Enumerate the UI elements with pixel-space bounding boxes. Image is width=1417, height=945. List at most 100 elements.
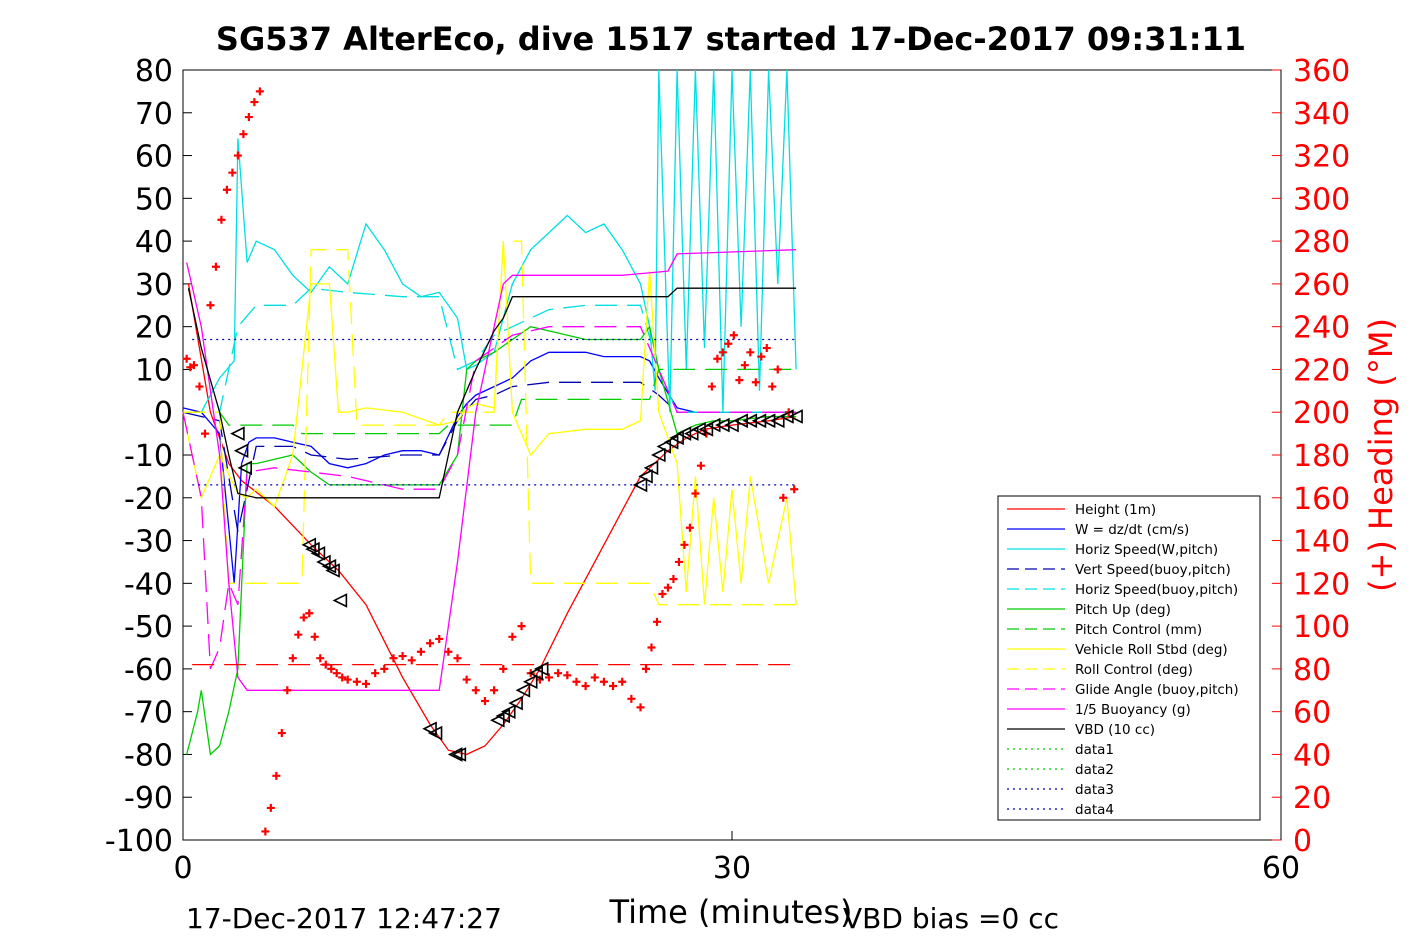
y2-tick-label: 320 bbox=[1293, 140, 1350, 175]
heading-point bbox=[299, 613, 308, 622]
x-tick-label: 30 bbox=[713, 851, 751, 886]
marker-point bbox=[515, 682, 531, 698]
heading-point bbox=[652, 617, 661, 626]
marker-point bbox=[427, 725, 443, 741]
marker-point bbox=[316, 554, 331, 570]
y-tick-label: 70 bbox=[135, 97, 173, 132]
heading-point bbox=[244, 113, 253, 122]
y-tick-label: 40 bbox=[135, 225, 173, 260]
heading-point bbox=[599, 677, 608, 686]
y2-tick-label: 240 bbox=[1293, 311, 1350, 346]
heading-point bbox=[713, 354, 722, 363]
heading-point bbox=[266, 803, 275, 812]
heading-point bbox=[426, 639, 435, 648]
legend-label: W = dz/dt (cm/s) bbox=[1075, 522, 1189, 538]
legend-label: Vehicle Roll Stbd (deg) bbox=[1075, 642, 1228, 658]
heading-point bbox=[680, 540, 689, 549]
marker-point bbox=[656, 439, 672, 454]
heading-point bbox=[663, 583, 672, 592]
heading-point bbox=[563, 671, 572, 680]
heading-point bbox=[647, 643, 656, 652]
y-tick-label: 20 bbox=[135, 311, 173, 346]
heading-point bbox=[222, 185, 231, 194]
y-tick-label: 10 bbox=[135, 353, 173, 388]
heading-point bbox=[696, 461, 705, 470]
series-glide-angle-buoy-pitch bbox=[182, 326, 797, 670]
heading-point bbox=[338, 673, 347, 682]
marker-point bbox=[669, 430, 684, 446]
y2-axis-label: (+) Heading (°M) bbox=[1362, 318, 1400, 592]
heading-point bbox=[228, 168, 237, 177]
heading-point bbox=[790, 485, 799, 494]
heading-point bbox=[277, 729, 286, 738]
heading-point bbox=[233, 151, 242, 160]
y-tick-label: 50 bbox=[135, 182, 173, 217]
x-axis-label: Time (minutes) bbox=[609, 893, 853, 931]
marker-point bbox=[422, 721, 437, 737]
heading-point bbox=[718, 348, 727, 357]
y2-tick-label: 280 bbox=[1293, 225, 1350, 260]
heading-point bbox=[294, 630, 303, 639]
legend-label: Pitch Up (deg) bbox=[1075, 602, 1171, 618]
legend-label: Glide Angle (buoy,pitch) bbox=[1075, 682, 1239, 698]
heading-point bbox=[343, 675, 352, 684]
marker-point bbox=[237, 460, 253, 476]
y2-tick-label: 60 bbox=[1293, 696, 1331, 731]
heading-point bbox=[746, 348, 755, 357]
heading-point bbox=[217, 215, 226, 224]
y2-tick-label: 180 bbox=[1293, 439, 1350, 474]
series-vehicle-roll-stbd-deg bbox=[182, 241, 797, 605]
chart-title: SG537 AlterEco, dive 1517 started 17-Dec… bbox=[216, 20, 1246, 58]
legend-label: 1/5 Buoyancy (g) bbox=[1075, 702, 1191, 718]
axis-ticks: 80706050403020100-10-20-30-40-50-60-70-8… bbox=[105, 54, 1350, 886]
heading-point bbox=[407, 656, 416, 665]
x-tick-label: 60 bbox=[1262, 851, 1300, 886]
legend-label: Horiz Speed(buoy,pitch) bbox=[1075, 582, 1238, 598]
marker-point bbox=[332, 593, 348, 608]
y-tick-label: 80 bbox=[135, 54, 173, 89]
heading-point bbox=[195, 382, 204, 391]
heading-point bbox=[211, 262, 220, 271]
heading-point bbox=[618, 677, 627, 686]
marker-point bbox=[305, 541, 320, 557]
marker-point bbox=[705, 417, 721, 433]
marker-point bbox=[310, 546, 326, 561]
marker-point bbox=[522, 674, 538, 690]
y-tick-label: 30 bbox=[135, 268, 173, 303]
marker-point bbox=[698, 422, 714, 437]
legend-label: Height (1m) bbox=[1075, 502, 1156, 518]
marker-point bbox=[788, 409, 803, 424]
heading-point bbox=[327, 664, 336, 673]
marker-point bbox=[683, 426, 699, 441]
heading-point bbox=[416, 647, 425, 656]
heading-point bbox=[499, 664, 508, 673]
heading-point bbox=[724, 339, 733, 348]
legend-items: Height (1m) W = dz/dt (cm/s) Horiz Speed(W… bbox=[1007, 502, 1239, 818]
marker-point bbox=[325, 563, 340, 578]
heading-point bbox=[490, 686, 499, 695]
marker-point bbox=[676, 426, 692, 441]
marker-point bbox=[715, 417, 730, 433]
heading-point bbox=[371, 669, 380, 678]
marker-point bbox=[751, 413, 767, 429]
marker-point bbox=[489, 712, 505, 728]
marker-point bbox=[230, 426, 245, 441]
y-tick-label: -80 bbox=[124, 738, 173, 773]
marker-point bbox=[663, 434, 679, 450]
y-tick-label: -50 bbox=[124, 610, 173, 645]
series-1-5-buoyancy-g bbox=[186, 249, 797, 691]
marker-point bbox=[233, 443, 249, 459]
marker-point bbox=[447, 747, 463, 762]
y2-tick-label: 300 bbox=[1293, 182, 1350, 217]
legend-label: data3 bbox=[1075, 782, 1114, 798]
heading-point bbox=[729, 331, 738, 340]
marker-point bbox=[533, 661, 549, 677]
y2-tick-label: 0 bbox=[1293, 824, 1312, 859]
heading-point bbox=[332, 669, 341, 678]
heading-point bbox=[735, 376, 744, 385]
marker-points bbox=[230, 409, 803, 762]
heading-point bbox=[545, 673, 553, 682]
y2-tick-label: 140 bbox=[1293, 525, 1350, 560]
heading-point bbox=[779, 493, 788, 502]
y2-tick-label: 340 bbox=[1293, 97, 1350, 132]
